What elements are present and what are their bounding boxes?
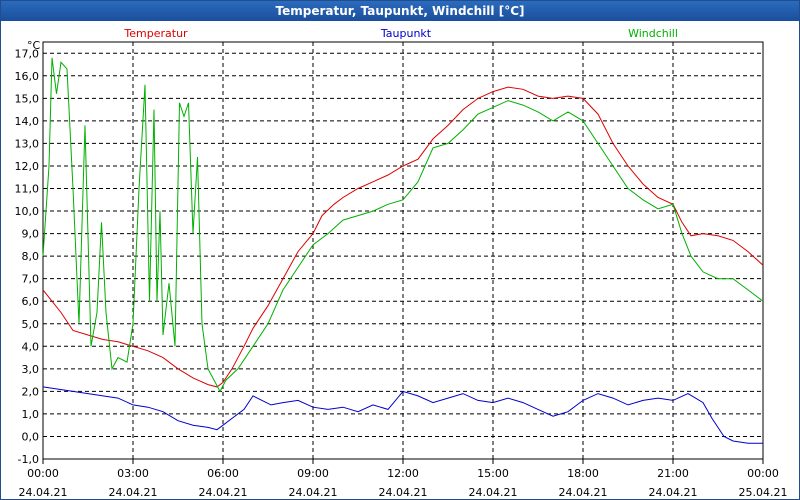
y-tick-label: 13,0 [15, 137, 40, 150]
x-tick-date: 24.04.21 [289, 486, 338, 499]
y-tick-label: 11,0 [15, 183, 40, 196]
legend-windchill: Windchill [628, 27, 678, 40]
y-tick-label: 1,0 [22, 408, 40, 421]
y-tick-label: 16,0 [15, 70, 40, 83]
x-tick-date: 24.04.21 [199, 486, 248, 499]
series-line-temperatur [42, 86, 764, 388]
x-tick-date: 24.04.21 [109, 486, 158, 499]
x-axis-labels: 00:00 24.04.21 03:00 24.04.21 06:00 24.04.21 0… [19, 467, 788, 499]
legend-taupunkt: Taupunkt [380, 27, 432, 40]
legend-temperatur: Temperatur [123, 27, 188, 40]
line-chart: -1,0 0,0 1,0 2,0 3,0 4,0 5,0 6,0 7,0 8,0 9,0 10,0 11… [15, 27, 788, 499]
y-tick-label: 0,0 [22, 430, 40, 443]
x-tick-time: 15:00 [477, 467, 509, 480]
y-axis-labels: -1,0 0,0 1,0 2,0 3,0 4,0 5,0 6,0 7,0 8,0 9,0 10,0 11… [15, 47, 40, 466]
y-tick-label: 6,0 [22, 295, 40, 308]
y-axis-unit: °C [27, 39, 41, 52]
x-tick-time: 00:00 [27, 467, 59, 480]
y-tick-label: 5,0 [22, 318, 40, 331]
x-tick-time: 09:00 [297, 467, 329, 480]
y-tick-label: 17,0 [15, 47, 40, 60]
window-title: Temperatur, Taupunkt, Windchill [°C] [1, 1, 799, 21]
x-tick-date: 25.04.21 [739, 486, 788, 499]
y-tick-label: 2,0 [22, 385, 40, 398]
x-tick-date: 24.04.21 [559, 486, 608, 499]
x-tick-time: 12:00 [387, 467, 419, 480]
y-tick-label: 7,0 [22, 273, 40, 286]
x-tick-time: 00:00 [747, 467, 779, 480]
y-tick-label: -1,0 [18, 453, 39, 466]
x-tick-time: 21:00 [657, 467, 689, 480]
y-tick-label: 15,0 [15, 92, 40, 105]
x-tick-time: 06:00 [207, 467, 239, 480]
x-tick-date: 24.04.21 [469, 486, 518, 499]
y-tick-label: 12,0 [15, 160, 40, 173]
series-lines [42, 57, 764, 444]
x-tick-date: 24.04.21 [379, 486, 428, 499]
x-tick-date: 24.04.21 [19, 486, 68, 499]
y-tick-label: 14,0 [15, 115, 40, 128]
y-tick-label: 8,0 [22, 250, 40, 263]
y-tick-label: 10,0 [15, 205, 40, 218]
x-tick-date: 24.04.21 [649, 486, 698, 499]
series-line-windchill [42, 57, 764, 393]
y-tick-label: 3,0 [22, 363, 40, 376]
legend: Temperatur Taupunkt Windchill [123, 27, 678, 40]
y-tick-label: 4,0 [22, 340, 40, 353]
series-line-taupunkt [42, 386, 763, 444]
x-tick-time: 18:00 [567, 467, 599, 480]
x-tick-time: 03:00 [117, 467, 149, 480]
y-tick-label: 9,0 [22, 228, 40, 241]
